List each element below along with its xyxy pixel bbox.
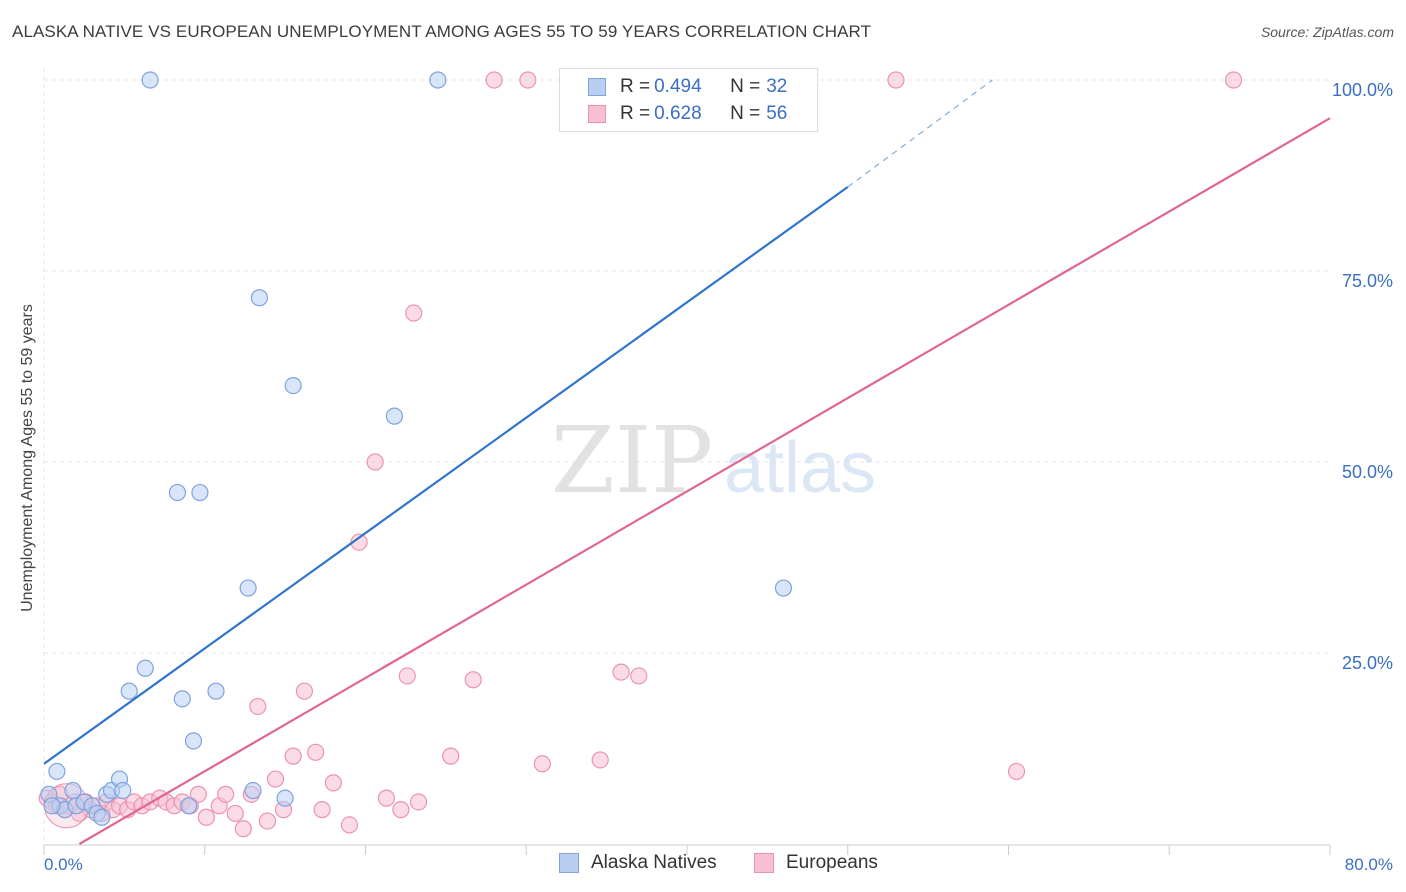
legend-r-label: R = (620, 103, 651, 124)
europeans-point (392, 801, 410, 819)
x-tick-label-max: 80.0% (1345, 855, 1393, 874)
x-tick-label-min: 0.0% (44, 855, 83, 874)
alaska-natives-point (114, 781, 132, 800)
europeans-point (217, 785, 235, 803)
correlation-legend: R = 0.494 N = 32 R = 0.628 N = 56 (559, 68, 818, 132)
alaska-natives-point (180, 797, 198, 815)
alaska-natives-point (43, 797, 61, 815)
alaska-natives-point (120, 682, 138, 700)
europeans-point (266, 770, 285, 788)
europeans-legend-swatch (754, 853, 774, 873)
alaska-natives-point (184, 732, 203, 750)
europeans-point (887, 71, 905, 89)
watermark-atlas: atlas (724, 428, 876, 508)
europeans-point (533, 755, 551, 773)
europeans-point (1007, 762, 1026, 781)
watermark: ZIP atlas (551, 407, 876, 514)
alaska-natives-point (276, 789, 294, 807)
europeans-legend-label: Europeans (786, 852, 878, 873)
alaska-natives-point (93, 808, 111, 826)
europeans-point (519, 71, 537, 89)
alaska-legend-swatch (559, 853, 579, 873)
europeans-point (377, 789, 395, 807)
bottom-legend-europeans[interactable]: Europeans (754, 852, 878, 874)
legend-row-alaska: R = 0.494 N = 32 (560, 75, 787, 99)
europeans-point (307, 743, 325, 761)
europeans-point (630, 667, 648, 685)
europeans-point (409, 793, 428, 811)
alaska-legend-label: Alaska Natives (591, 852, 717, 873)
alaska-natives-point (173, 690, 191, 708)
alaska-natives-trendline-extension (847, 79, 993, 188)
alaska-natives-point (191, 483, 209, 502)
europeans-point (612, 663, 630, 681)
y-tick-labels: 25.0% 50.0% 75.0% 100.0% (1332, 80, 1393, 673)
alaska-natives-trendline (43, 186, 849, 765)
alaska-natives-points (40, 71, 793, 826)
legend-r-label: R = (620, 76, 651, 97)
europeans-point (295, 682, 314, 700)
legend-n-value-europeans: 56 (766, 103, 788, 124)
y-tick-label: 25.0% (1342, 653, 1393, 673)
europeans-point (226, 804, 244, 823)
alaska-natives-point (141, 71, 159, 89)
europeans-point (189, 785, 207, 803)
europeans-point (405, 304, 423, 322)
alaska-natives-point (48, 762, 66, 781)
europeans-point (591, 751, 609, 769)
alaska-natives-point (136, 659, 154, 677)
alaska-natives-point (244, 781, 262, 800)
legend-n-label: N = (730, 76, 761, 97)
europeans-swatch (588, 105, 606, 123)
europeans-point (284, 747, 302, 765)
alaska-natives-point (385, 407, 404, 425)
chart-title: ALASKA NATIVE VS EUROPEAN UNEMPLOYMENT A… (12, 22, 872, 41)
alaska-natives-point (239, 579, 257, 597)
alaska-swatch (588, 78, 606, 96)
x-tick-marks (43, 845, 1331, 855)
legend-n-value-alaska: 32 (766, 76, 788, 97)
europeans-point (442, 747, 460, 765)
europeans-point (197, 808, 215, 826)
watermark-zip: ZIP (551, 407, 713, 514)
alaska-natives-point (250, 289, 269, 307)
europeans-point (464, 671, 482, 689)
y-axis-label: Unemployment Among Ages 55 to 59 years (19, 304, 36, 612)
europeans-point (234, 820, 252, 838)
europeans-point (485, 71, 503, 89)
europeans-point (1224, 71, 1243, 89)
europeans-point (324, 774, 342, 792)
alaska-natives-point (284, 377, 302, 395)
alaska-natives-point (207, 682, 225, 700)
y-tick-label: 100.0% (1332, 80, 1393, 100)
trendlines (43, 79, 1331, 845)
europeans-point (340, 816, 359, 834)
alaska-natives-point (429, 71, 447, 89)
legend-n-label: N = (730, 103, 761, 124)
europeans-point (249, 697, 267, 716)
alaska-natives-point (774, 579, 793, 597)
europeans-point (398, 667, 416, 685)
europeans-point (366, 453, 384, 471)
source-credit: Source: ZipAtlas.com (1260, 24, 1394, 40)
bottom-legend-alaska[interactable]: Alaska Natives (559, 852, 717, 874)
legend-r-value-alaska: 0.494 (654, 76, 702, 97)
alaska-natives-point (168, 483, 187, 502)
y-tick-label: 75.0% (1342, 271, 1393, 291)
legend-row-europeans: R = 0.628 N = 56 (560, 102, 787, 126)
europeans-trendline (78, 117, 1331, 845)
europeans-point (258, 812, 277, 830)
legend-r-value-europeans: 0.628 (654, 103, 702, 124)
europeans-point (313, 801, 331, 819)
y-tick-label: 50.0% (1342, 462, 1393, 482)
